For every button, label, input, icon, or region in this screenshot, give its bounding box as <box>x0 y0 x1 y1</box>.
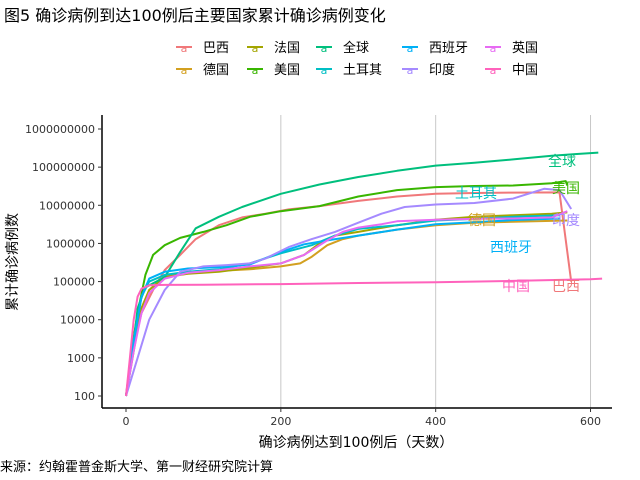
end-label-中国: 中国 <box>502 279 530 295</box>
end-label-巴西: 巴西 <box>552 279 580 295</box>
y-tick-label: 100000000 <box>32 161 95 174</box>
source-note: 来源：约翰霍普金斯大学、第一财经研究院计算 <box>0 460 274 475</box>
y-axis-title: 累计确诊病例数 <box>5 213 21 311</box>
legend-label: 德国 <box>203 63 229 78</box>
x-tick-label: 0 <box>123 415 130 428</box>
legend-item-土耳其: a 土耳其 <box>316 63 382 78</box>
legend-key-glyph: a <box>407 64 414 77</box>
series-line-英国 <box>125 210 568 397</box>
legend-item-中国: a 中国 <box>485 63 538 78</box>
legend-key-glyph: a <box>181 64 188 77</box>
chart-title: 图5 确诊病例到达100例后主要国家累计确诊病例变化 <box>4 6 386 25</box>
series-lines <box>125 151 603 397</box>
end-label-全球: 全球 <box>548 153 576 170</box>
x-tick-label: 600 <box>580 415 601 428</box>
legend-label: 美国 <box>274 63 300 78</box>
y-tick-label: 1000000 <box>46 237 95 250</box>
end-label-德国: 德国 <box>468 213 496 229</box>
legend-item-印度: a 印度 <box>402 62 455 78</box>
y-tick-label: 1000 <box>67 352 95 365</box>
x-tick-label: 200 <box>270 415 291 428</box>
axes: 0 200 400 600 100 1000 10000 100000 1000000 10000… <box>25 115 612 428</box>
legend-key-glyph: a <box>490 64 497 77</box>
legend-item-美国: a 美国 <box>247 63 300 78</box>
legend-item-西班牙: a 西班牙 <box>402 41 468 56</box>
series-line-美国 <box>125 180 569 397</box>
legend-item-德国: a 德国 <box>176 63 229 78</box>
legend-label: 巴西 <box>203 41 229 56</box>
legend: a 巴西 a 德国 a 法国 a 美国 a 全球 a 土耳其 a 西班牙 a 印度 a 英国 a 中国 <box>176 40 538 78</box>
series-line-全球 <box>125 151 599 397</box>
x-tick-label: 400 <box>425 415 446 428</box>
legend-item-全球: a 全球 <box>316 40 369 56</box>
end-label-印度: 印度 <box>552 213 580 229</box>
legend-label: 全球 <box>343 40 369 56</box>
legend-label: 土耳其 <box>343 63 382 78</box>
y-tick-label: 10000 <box>60 314 95 327</box>
legend-key-glyph: a <box>321 42 328 55</box>
legend-key-glyph: a <box>252 42 259 55</box>
legend-label: 西班牙 <box>429 41 468 56</box>
end-label-美国: 美国 <box>552 181 580 197</box>
legend-key-glyph: a <box>407 42 414 55</box>
x-axis-title: 确诊病例达到100例后（天数） <box>259 435 454 451</box>
series-line-中国 <box>125 277 603 397</box>
legend-key-glyph: a <box>181 42 188 55</box>
y-tick-label: 100000 <box>53 276 95 289</box>
legend-item-法国: a 法国 <box>247 41 300 56</box>
y-tick-label: 1000000000 <box>25 123 95 136</box>
legend-key-glyph: a <box>490 42 497 55</box>
end-label-西班牙: 西班牙 <box>490 240 532 256</box>
legend-key-glyph: a <box>252 64 259 77</box>
legend-label: 印度 <box>429 62 455 78</box>
legend-item-英国: a 英国 <box>485 41 538 56</box>
legend-label: 法国 <box>274 41 300 56</box>
legend-label: 英国 <box>512 41 538 56</box>
legend-label: 中国 <box>512 63 538 78</box>
grid <box>280 115 592 408</box>
y-tick-label: 10000000 <box>39 199 95 212</box>
end-label-土耳其: 土耳其 <box>455 186 497 202</box>
legend-item-巴西: a 巴西 <box>176 41 229 56</box>
legend-key-glyph: a <box>321 64 328 77</box>
y-tick-label: 100 <box>74 390 95 403</box>
